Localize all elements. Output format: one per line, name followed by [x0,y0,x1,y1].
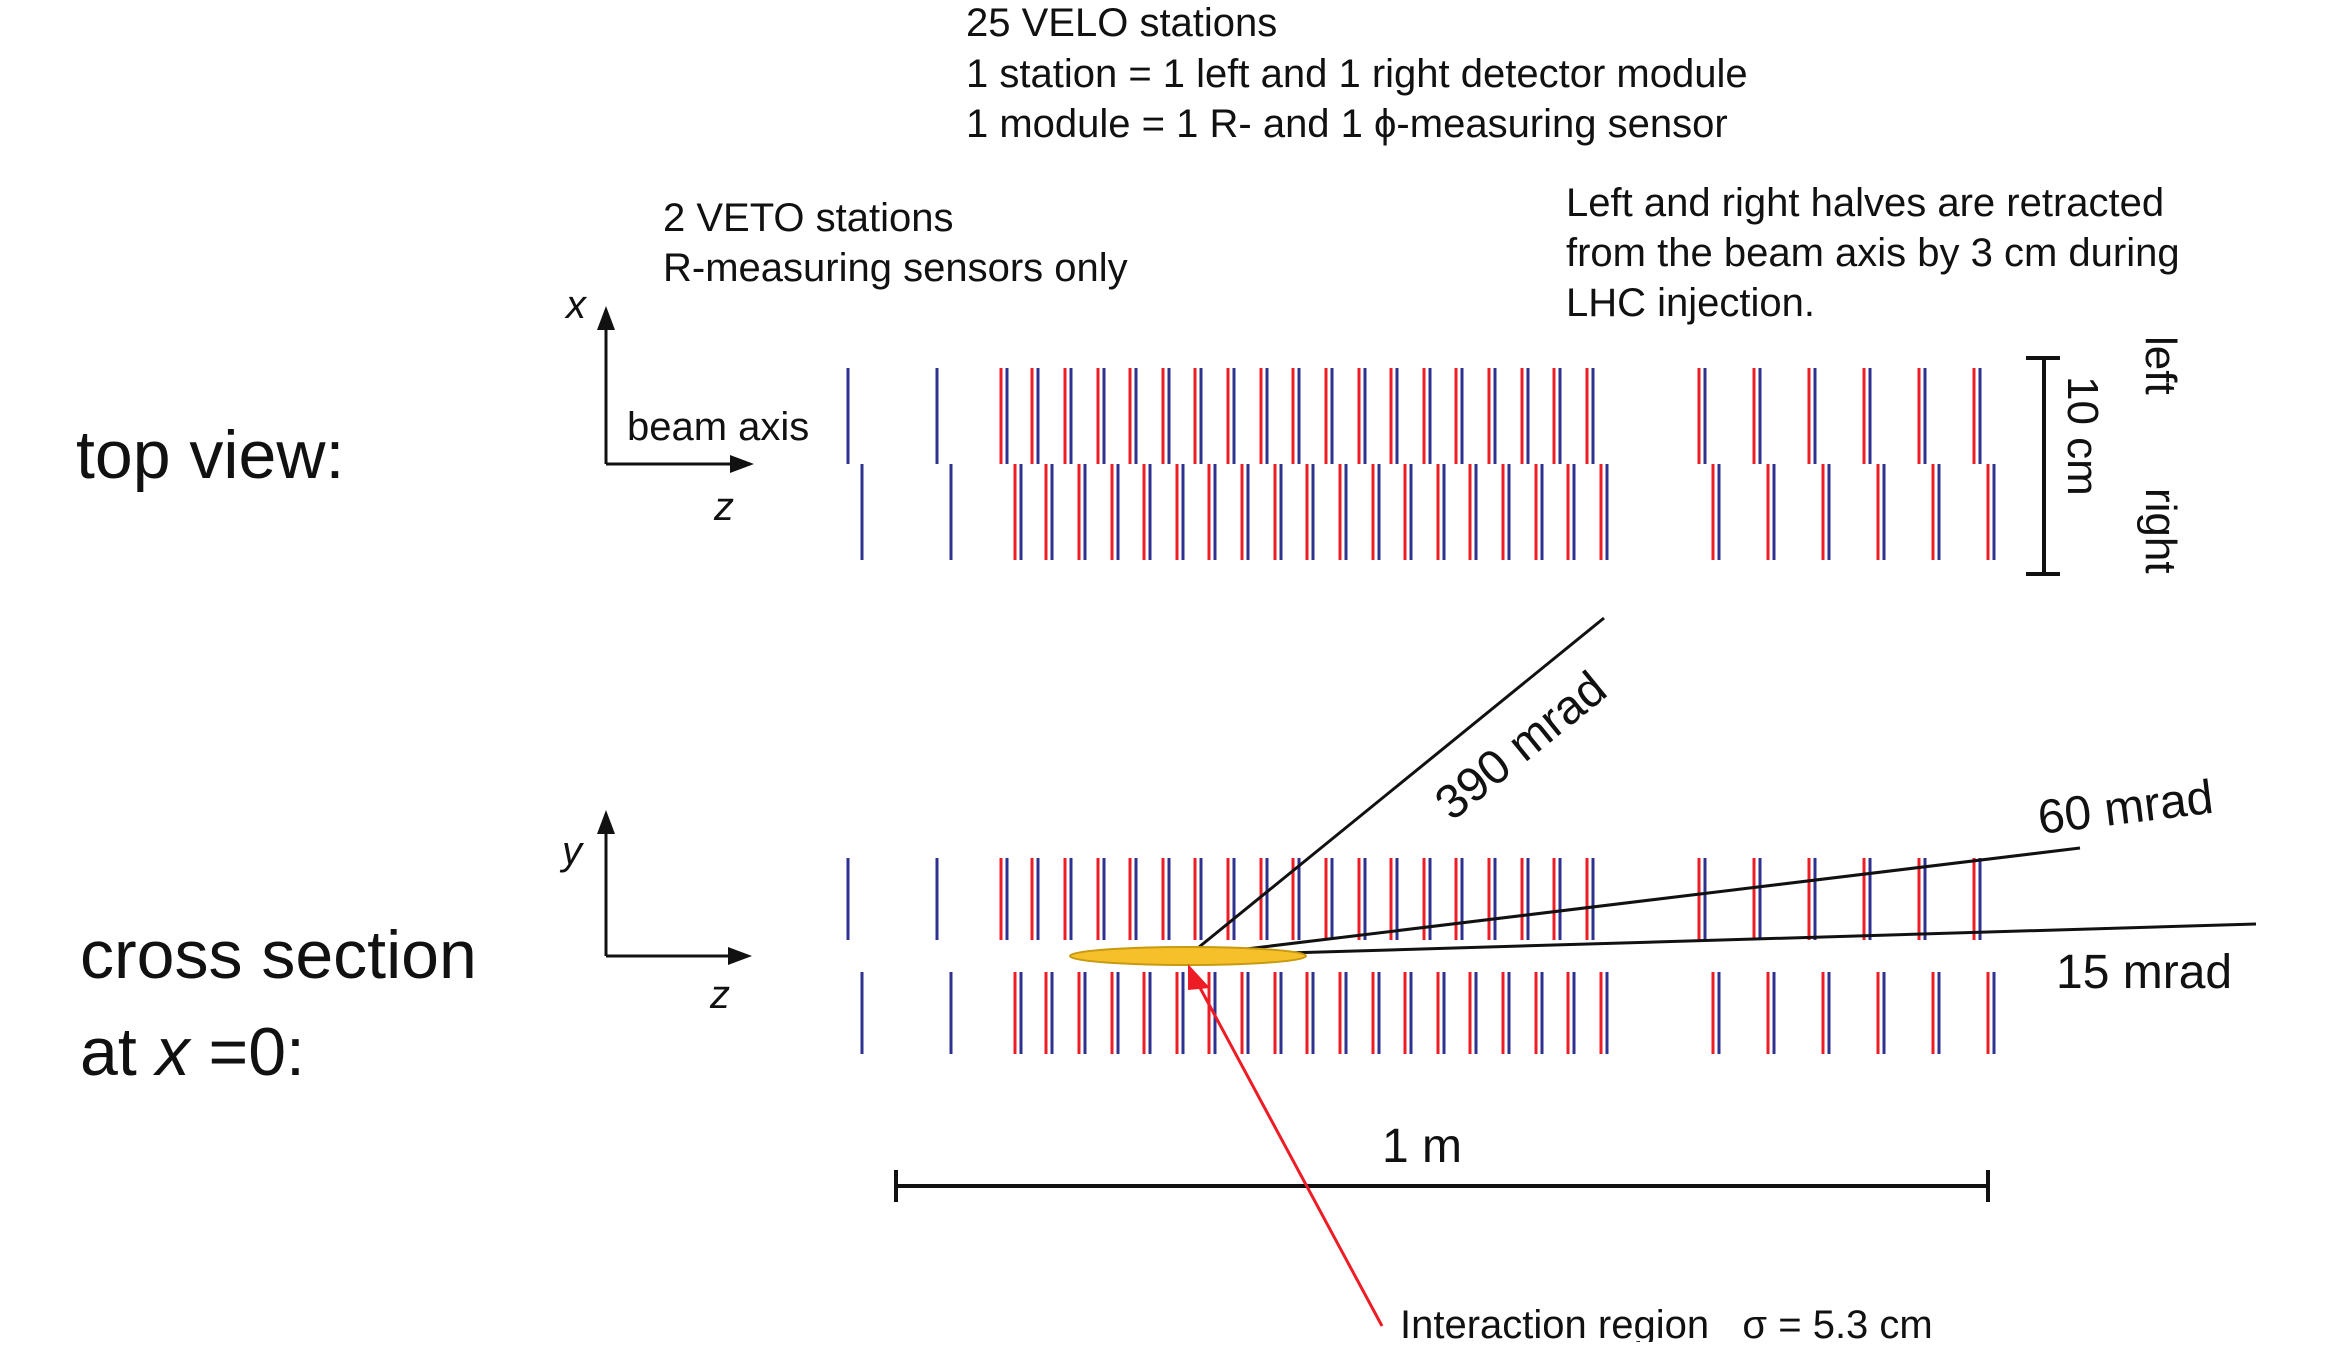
veto-description-line-1: 2 VETO stations [663,196,954,240]
cross-section-title-line-1: cross section [80,917,477,993]
cross-section-z-axis-arrowhead [728,947,752,965]
one-meter-scale-label: 1 m [1382,1120,1462,1173]
beam-axis-label: beam axis [627,405,809,449]
cross-section-title-line-2: at x =0: [80,1014,305,1090]
velo-description-line-3: 1 module = 1 R- and 1 ϕ-measuring sensor [966,102,1728,146]
velo-description-line-2: 1 station = 1 left and 1 right detector … [966,52,1748,96]
left-half-label: left [2136,336,2185,395]
acceptance-line-15-mrad [1187,922,2257,958]
cross-section-y-axis-label: y [559,829,585,873]
one-meter-scale-bar [894,1170,1990,1202]
retraction-note-line-3: LHC injection. [1566,281,1815,325]
right-half-label: right [2136,488,2185,574]
velo-description-line-1: 25 VELO stations [966,1,1277,45]
top-view-x-axis-label: x [564,283,588,327]
top-view-stations [846,368,1996,560]
interaction-region [1069,946,1307,966]
acceptance-line-390-mrad [1187,616,1605,958]
cross-section-y-axis-arrowhead [597,810,615,834]
cross-section-stations [846,858,1996,1054]
top-view-title: top view: [76,417,344,493]
cross-section-title-var: x [153,1014,192,1090]
interaction-region-label: Interaction region σ = 5.3 cm [1400,1303,1933,1342]
ten-cm-scale-label: 10 cm [2058,376,2107,496]
top-view-x-axis-arrowhead [597,306,615,330]
cross-section-title-prefix: at [80,1014,156,1090]
acceptance-line-60-mrad [1187,846,2081,958]
angle-label-15-mrad: 15 mrad [2056,946,2232,999]
ten-cm-scale-bar [2026,356,2060,576]
cross-section-z-axis-label: z [709,973,730,1017]
acceptance-lines [1187,616,2257,958]
interaction-pointer-line [1196,983,1384,1327]
top-view-z-axis-arrowhead [730,455,754,473]
top-view-z-axis-label: z [713,485,734,529]
retraction-note-line-1: Left and right halves are retracted [1566,181,2164,225]
cross-section-title-suffix: =0: [190,1014,305,1090]
angle-label-60-mrad: 60 mrad [2035,771,2216,845]
veto-description-line-2: R-measuring sensors only [663,246,1128,290]
top-view-axes [597,306,754,473]
interaction-pointer-arrowhead [1188,964,1210,990]
retraction-note-line-2: from the beam axis by 3 cm during [1566,231,2180,275]
cross-section-axes [597,810,752,965]
